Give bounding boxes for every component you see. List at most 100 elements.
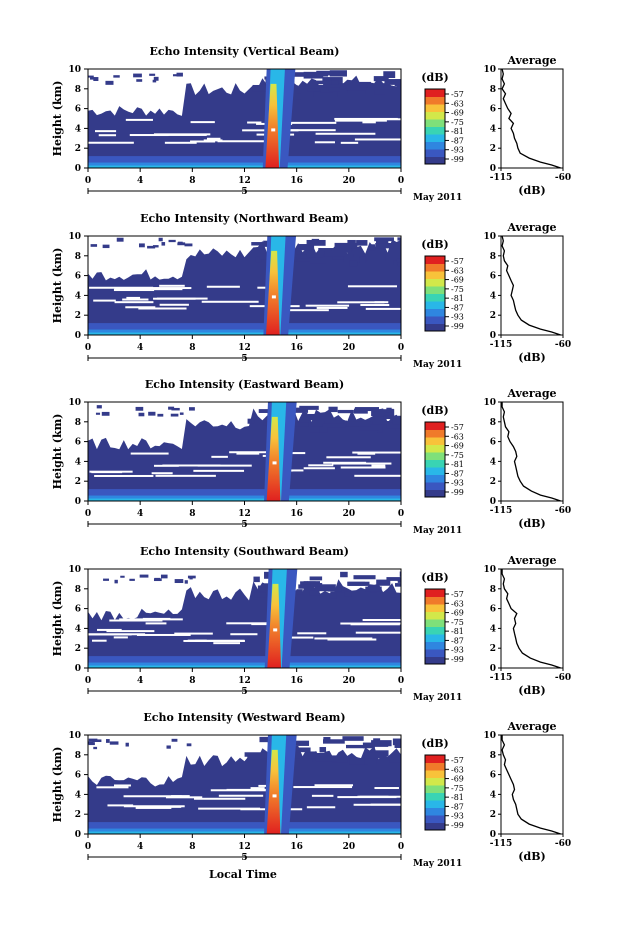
echo-gap — [314, 141, 335, 144]
echo-speck — [347, 90, 366, 94]
echo-band — [88, 329, 401, 335]
echo-gap — [123, 805, 185, 808]
echo-gap — [371, 464, 386, 467]
average-title: Average — [506, 387, 556, 400]
x-tick-label: 8 — [189, 176, 195, 186]
day-label: 5 — [241, 187, 247, 197]
echo-band — [88, 489, 401, 501]
echo-gap — [250, 787, 265, 790]
y-tick-label: 2 — [75, 477, 81, 487]
colorbar-swatch — [425, 800, 445, 808]
echo-gap — [136, 633, 191, 636]
echo-speck — [152, 79, 157, 83]
colorbar-tick-label: -99 — [451, 322, 464, 331]
echo-speck — [374, 89, 386, 95]
echo-speck — [166, 745, 171, 749]
echo-gap — [155, 474, 216, 477]
colorbar-swatch — [425, 596, 445, 605]
average-y-tick-label: 10 — [483, 565, 496, 575]
echo-gap — [145, 622, 167, 625]
echo-speck — [160, 574, 168, 579]
echo-speck — [371, 409, 395, 417]
panel-title: Echo Intensity (Northward Beam) — [140, 212, 349, 225]
echo-gap — [159, 303, 189, 306]
echo-speck — [396, 258, 401, 263]
average-title: Average — [506, 720, 556, 733]
echo-speck — [315, 755, 338, 762]
colorbar-swatch — [425, 762, 445, 771]
echo-gap — [354, 474, 402, 477]
echo-speck — [296, 93, 302, 100]
x-tick-label: 0 — [398, 842, 404, 852]
echo-speck — [322, 423, 346, 428]
echo-speck — [392, 418, 401, 425]
echo-speck — [359, 82, 368, 88]
heatmap — [88, 569, 428, 668]
colorbar-tick-label: -63 — [451, 432, 464, 441]
echo-speck — [295, 248, 302, 255]
y-tick-label: 4 — [75, 624, 81, 634]
colorbar-tick-label: -87 — [451, 136, 464, 145]
x-tick-label: 4 — [137, 676, 143, 686]
echo-speck — [344, 591, 352, 597]
average-profile-line — [501, 235, 561, 336]
colorbar-swatch — [425, 634, 445, 642]
echo-gap — [126, 296, 141, 299]
y-tick-label: 10 — [68, 731, 81, 741]
echo-speck — [188, 407, 195, 411]
echo-gap — [130, 452, 169, 455]
colorbar-swatch — [425, 104, 445, 112]
colorbar-swatch — [425, 119, 445, 127]
colorbar-swatch — [425, 316, 445, 324]
echo-speck — [299, 405, 319, 410]
echo-gap — [288, 129, 336, 132]
heatmap — [88, 236, 426, 335]
average-profile-line — [501, 68, 561, 169]
echo-speck — [310, 258, 327, 264]
echo-gap — [226, 622, 282, 625]
echo-speck — [88, 742, 95, 746]
echo-gap — [350, 623, 400, 626]
colorbar-swatch — [425, 777, 445, 786]
colorbar-tick-label: -69 — [451, 109, 464, 118]
echo-speck — [103, 578, 110, 581]
day-label: 5 — [241, 853, 247, 863]
echo-speck — [349, 260, 358, 267]
echo-speck — [309, 576, 323, 581]
echo-speck — [129, 578, 135, 581]
colorbar-swatch — [425, 474, 445, 483]
colorbar-tick-label: -57 — [451, 257, 464, 266]
colorbar-tick-label: -93 — [451, 313, 464, 322]
echo-speck — [339, 84, 346, 89]
x-tick-label: 20 — [343, 842, 356, 852]
y-tick-label: 6 — [75, 105, 81, 115]
echo-speck — [317, 250, 330, 254]
echo-band — [88, 828, 401, 834]
y-tick-label: 6 — [75, 438, 81, 448]
echo-speck — [375, 242, 394, 249]
echo-gap — [370, 803, 411, 806]
average-x-tick-label: -115 — [490, 173, 513, 183]
colorbar-tick-label: -75 — [451, 118, 464, 127]
average-y-tick-label: 2 — [490, 144, 496, 154]
date-label: May 2011 — [413, 360, 462, 370]
echo-gap — [88, 141, 134, 144]
colorbar-swatch — [425, 626, 445, 635]
echo-gap — [89, 286, 154, 289]
echo-speck — [319, 747, 327, 753]
echo-speck — [157, 413, 164, 417]
plume-core — [265, 83, 280, 168]
colorbar-tick-label: -93 — [451, 646, 464, 655]
colorbar-frame — [424, 255, 446, 332]
echo-speck — [364, 752, 384, 759]
colorbar-unit: (dB) — [421, 238, 448, 251]
echo-speck — [328, 87, 340, 92]
colorbar-swatch — [425, 149, 445, 157]
echo-gap — [331, 462, 392, 465]
echo-speck — [383, 415, 396, 420]
y-tick-label: 8 — [75, 585, 81, 595]
echo-gap — [314, 784, 354, 787]
echo-speck — [254, 592, 267, 598]
echo-gap — [123, 795, 182, 798]
y-tick-label: 6 — [75, 605, 81, 615]
